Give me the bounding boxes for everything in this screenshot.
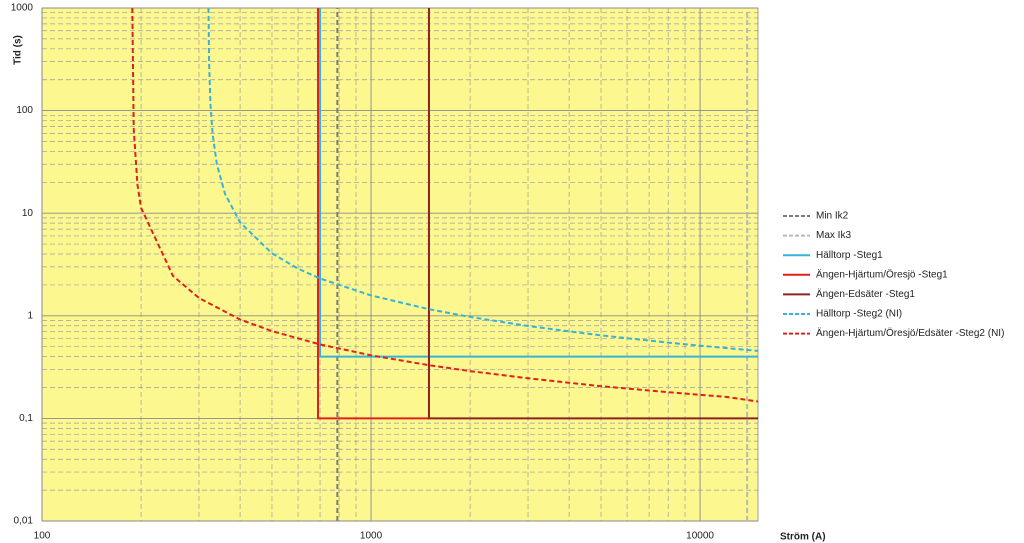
x-tick-label: 100 — [34, 531, 51, 542]
series-line — [427, 8, 758, 420]
legend-label: Ängen-Hjärtum/Öresjö/Edsäter -Steg2 (NI) — [816, 327, 1004, 339]
plot-border — [41, 7, 759, 522]
legend-label: Max Ik3 — [816, 230, 851, 241]
y-tick-label: 0,1 — [19, 413, 33, 424]
series-line — [207, 8, 758, 352]
y-tick-label: 10 — [22, 208, 34, 219]
plot-area — [42, 8, 758, 521]
y-tick-label: 1 — [27, 310, 33, 321]
y-tick-label: 100 — [16, 105, 33, 116]
x-axis-title: Ström (A) — [780, 532, 826, 543]
series-line — [319, 8, 758, 358]
x-tick-label: 10000 — [686, 531, 714, 542]
legend-label: Hälltorp -Steg2 (NI) — [816, 309, 902, 320]
y-tick-label: 0,01 — [14, 516, 34, 527]
legend-label: Ängen-Hjärtum/Öresjö -Steg1 — [816, 268, 948, 280]
series-line — [131, 8, 758, 403]
legend-label: Min Ik2 — [816, 211, 849, 222]
legend-label: Hälltorp -Steg1 — [816, 250, 883, 261]
x-tick-label: 1000 — [360, 531, 383, 542]
series-line — [317, 8, 429, 420]
y-axis-title: Tid (s) — [13, 35, 24, 65]
legend-label: Ängen-Edsäter -Steg1 — [816, 288, 915, 300]
y-tick-label: 1000 — [11, 3, 34, 14]
